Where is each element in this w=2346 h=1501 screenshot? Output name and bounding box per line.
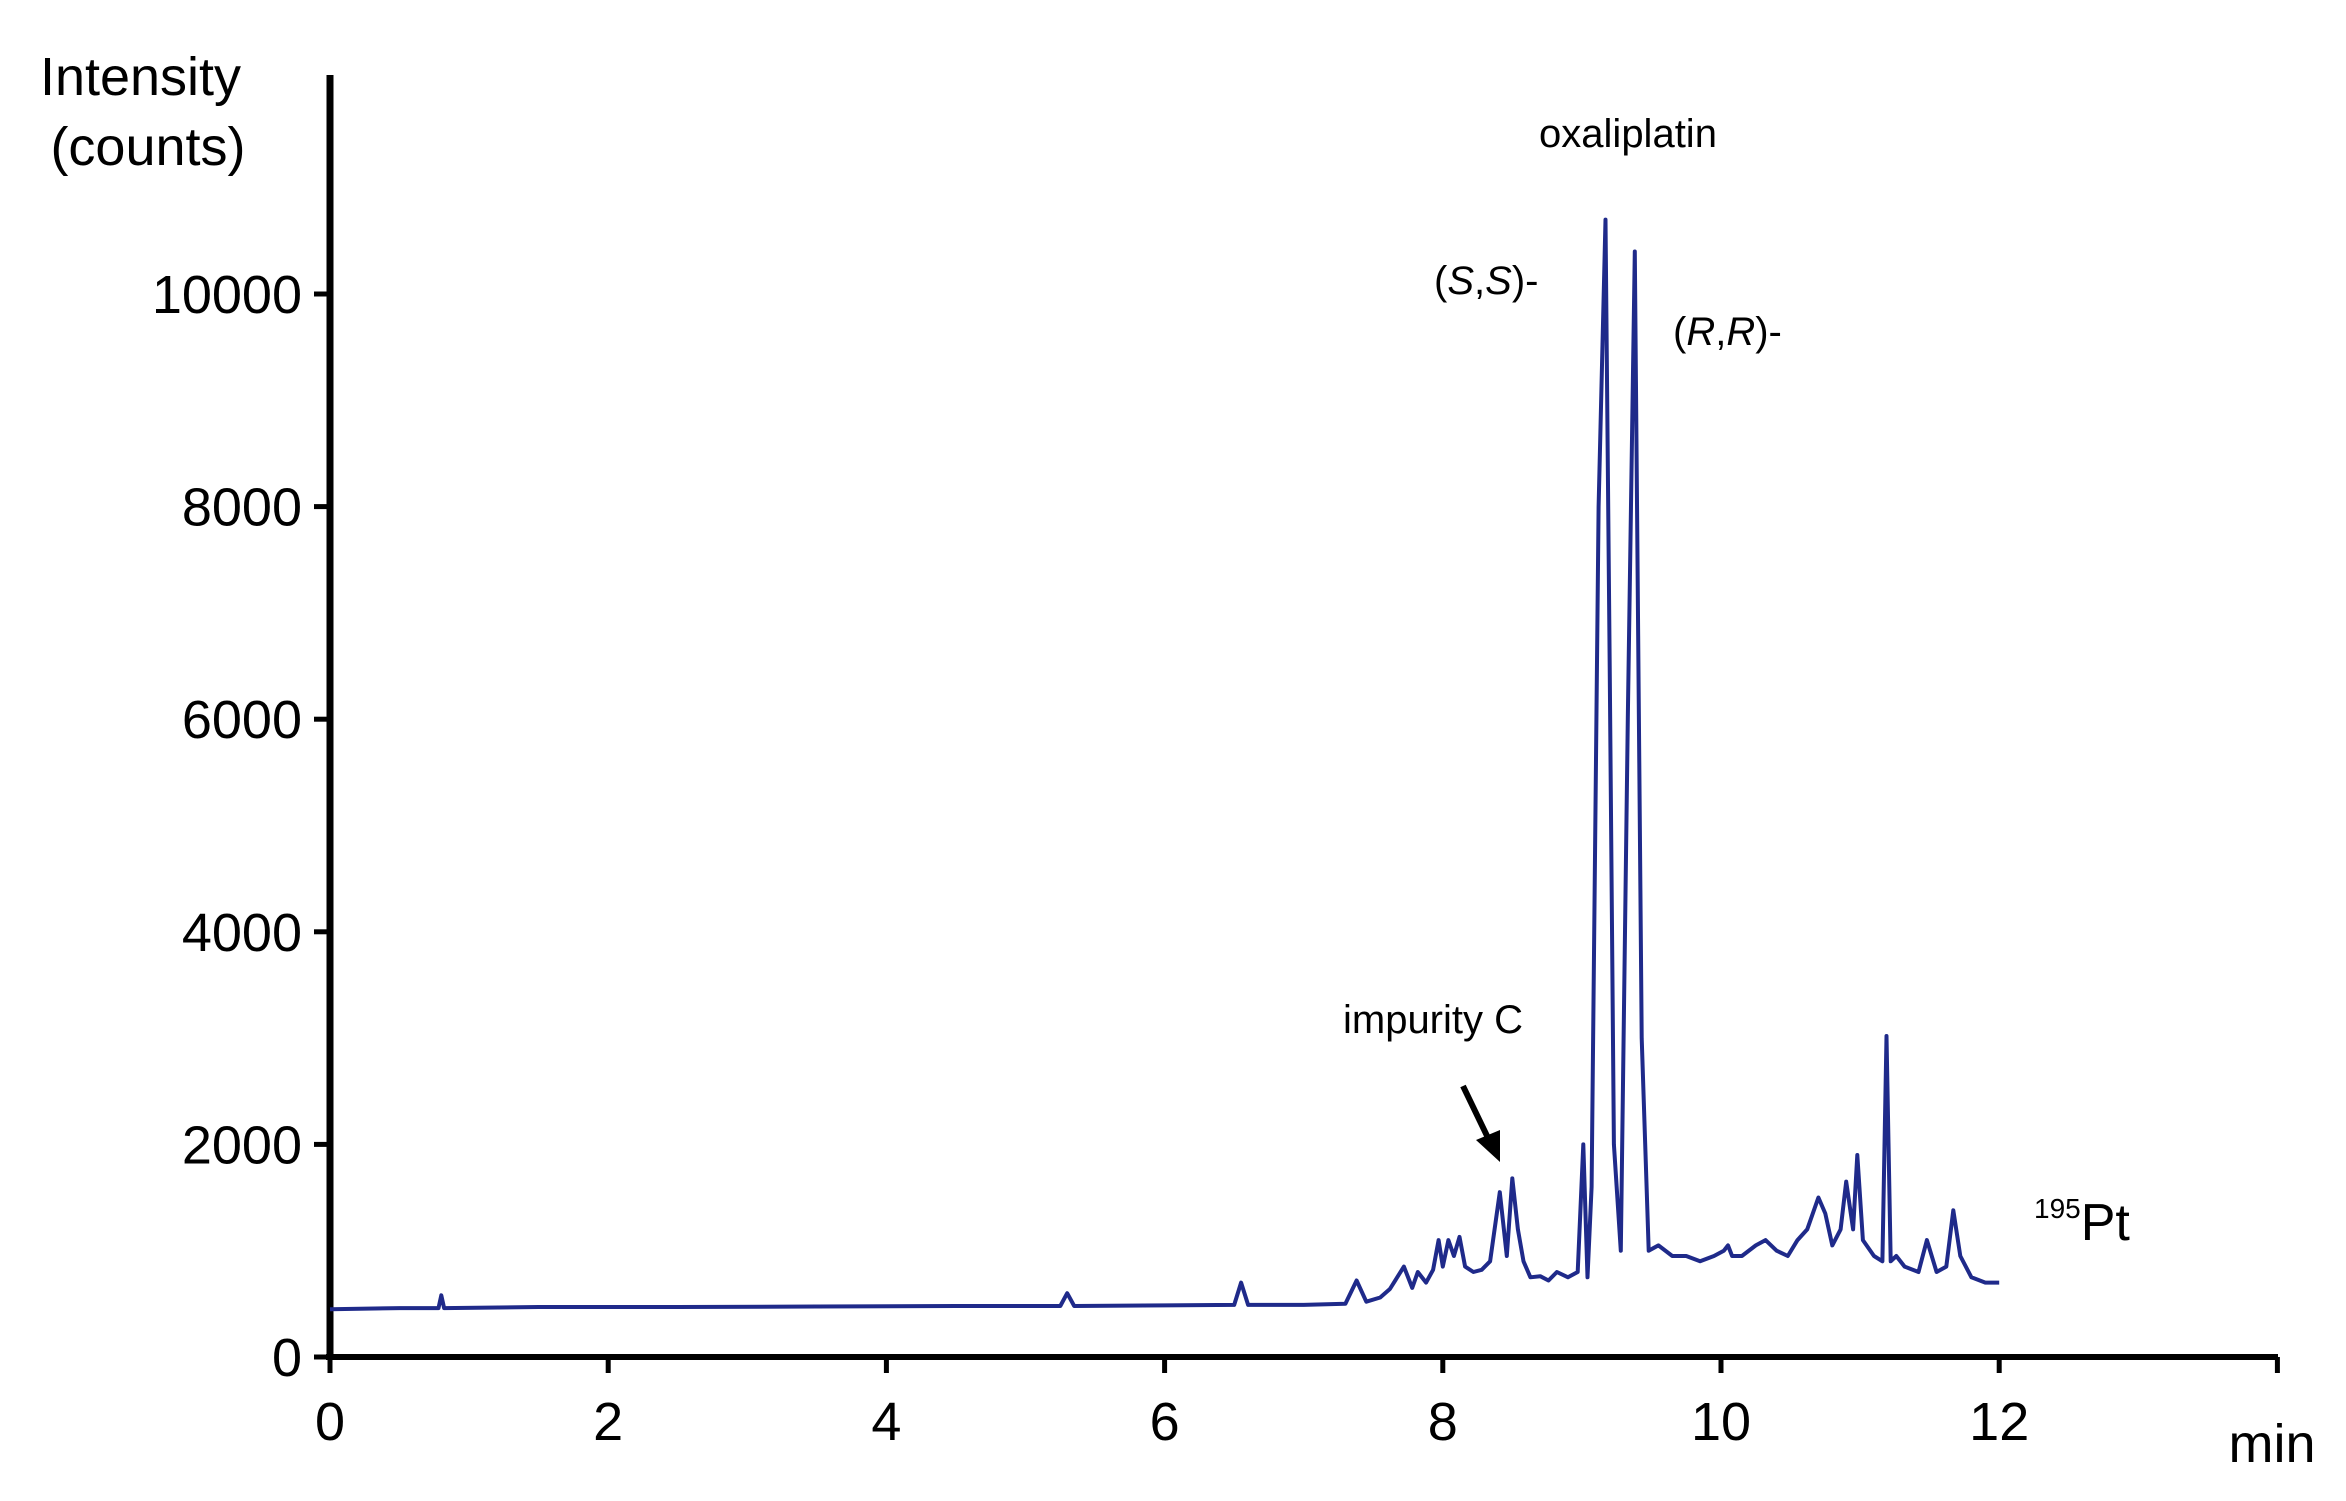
annotation-ss-isomer: (S,S)- [1434,259,1538,303]
y-axis-label-line-1: Intensity [40,47,241,107]
y-tick-label: 6000 [182,690,302,750]
annotation-rr-isomer: (R,R)- [1673,310,1782,354]
x-axis-label: min [2228,1414,2315,1474]
x-ticks: 0 2 4 6 8 10 12 [315,1357,2280,1452]
isotope-element: Pt [2081,1194,2131,1252]
isotope-label-195pt: 195Pt [2034,1193,2130,1252]
y-axis-label: Intensity (counts) [40,47,256,177]
y-tick-label: 0 [272,1328,302,1388]
ss-b: S [1485,259,1512,303]
x-tick-label: 10 [1691,1392,1751,1452]
x-tick-label: 12 [1969,1392,2029,1452]
y-tick-label: 8000 [182,478,302,538]
x-tick-label: 8 [1428,1392,1458,1452]
x-tick-label: 4 [871,1392,901,1452]
ss-a: S [1447,259,1474,303]
ss-open: ( [1434,259,1448,303]
y-axis-label-line-2: (counts) [50,117,245,177]
isotope-mass: 195 [2034,1193,2081,1224]
rr-open: ( [1673,310,1687,354]
annotation-impurity-c: impurity C [1343,998,1523,1042]
rr-b: R [1726,310,1755,354]
y-tick-label: 10000 [152,265,302,325]
rr-a: R [1686,310,1715,354]
rr-comma: , [1715,310,1726,354]
ss-comma: , [1474,259,1485,303]
x-tick-label: 2 [593,1392,623,1452]
x-tick-label: 6 [1150,1392,1180,1452]
series-line-195pt [329,217,2000,1312]
y-tick-label: 2000 [182,1115,302,1175]
impurity-c-arrow-icon [1460,1084,1500,1162]
ss-close: )- [1512,259,1539,303]
y-ticks: 0 2000 4000 6000 8000 10000 [152,265,330,1388]
y-tick-label: 4000 [182,903,302,963]
rr-close: )- [1755,310,1782,354]
annotation-oxaliplatin: oxaliplatin [1539,112,1717,156]
x-tick-label: 0 [315,1392,345,1452]
